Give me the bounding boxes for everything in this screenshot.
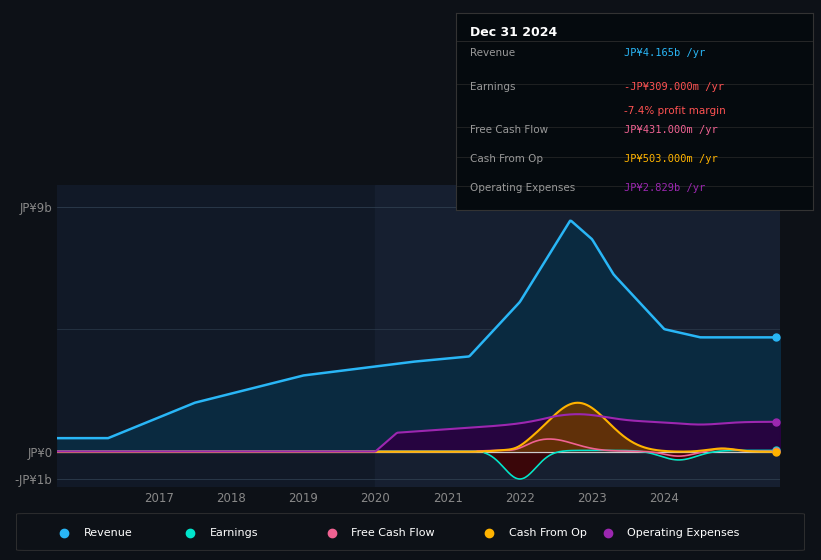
Text: Operating Expenses: Operating Expenses [470,183,576,193]
Text: -7.4% profit margin: -7.4% profit margin [623,105,725,115]
Text: Dec 31 2024: Dec 31 2024 [470,26,557,39]
Text: JP¥2.829b /yr: JP¥2.829b /yr [623,183,704,193]
Text: Operating Expenses: Operating Expenses [627,528,740,538]
Text: Earnings: Earnings [470,82,516,92]
Bar [375,185,780,487]
Text: Revenue: Revenue [470,48,515,58]
Text: JP¥431.000m /yr: JP¥431.000m /yr [623,125,718,135]
Text: Revenue: Revenue [84,528,132,538]
Text: -JP¥309.000m /yr: -JP¥309.000m /yr [623,82,723,92]
Text: JP¥4.165b /yr: JP¥4.165b /yr [623,48,704,58]
Text: Earnings: Earnings [209,528,258,538]
Text: JP¥503.000m /yr: JP¥503.000m /yr [623,154,718,164]
Text: Cash From Op: Cash From Op [470,154,543,164]
Text: Free Cash Flow: Free Cash Flow [351,528,435,538]
Text: Free Cash Flow: Free Cash Flow [470,125,548,135]
Text: Cash From Op: Cash From Op [509,528,587,538]
